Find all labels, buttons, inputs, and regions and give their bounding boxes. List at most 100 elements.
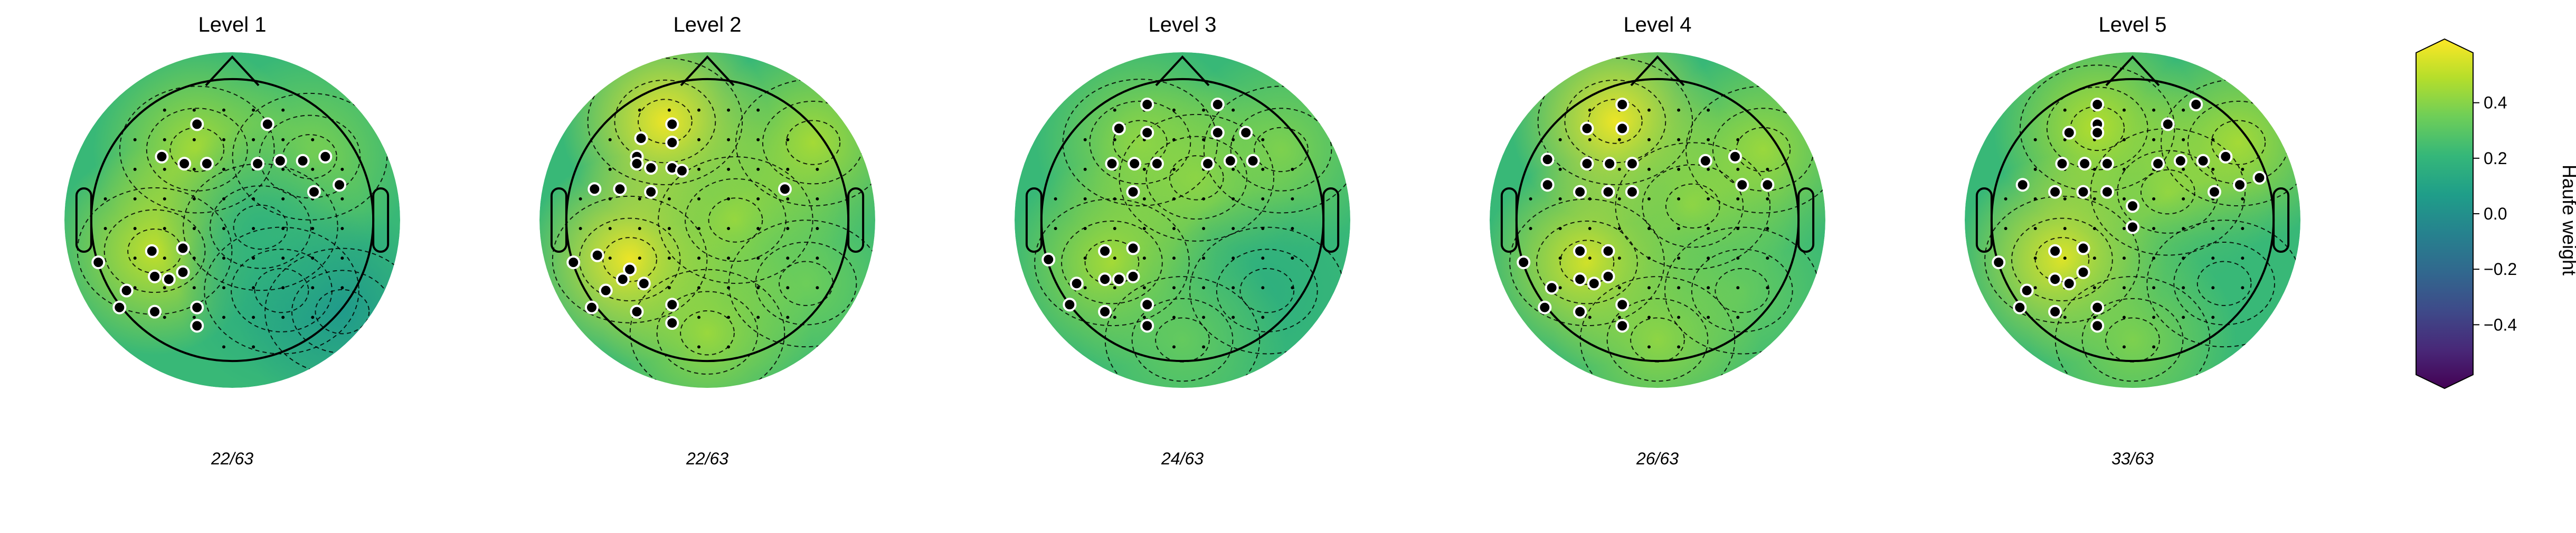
topomap-panel-3: Level 3 24/63 <box>1015 13 1350 468</box>
selected-sensor-marker <box>2100 157 2114 171</box>
sensor-dot <box>1529 197 1532 201</box>
contour-line <box>637 99 693 144</box>
selected-sensor-marker <box>1760 178 1775 192</box>
sensor-dot <box>1113 286 1116 290</box>
selected-sensor-marker <box>634 131 648 146</box>
sensor-dot <box>1172 316 1176 319</box>
contour-line <box>1536 220 1638 304</box>
sensor-dot <box>1588 197 1592 201</box>
sensor-dot <box>1558 286 1562 290</box>
selected-sensor-marker <box>630 304 644 319</box>
sensor-dot <box>2033 227 2037 231</box>
selected-sensor-marker <box>1573 244 1587 258</box>
contour-line <box>169 127 225 173</box>
sensor-dot <box>2152 345 2156 349</box>
contour-line <box>785 120 841 165</box>
topomap-panel-2: Level 2 22/63 <box>539 13 875 468</box>
right-ear-outline <box>2272 187 2290 253</box>
selected-sensor-marker <box>2076 241 2090 255</box>
sensor-dot <box>1202 316 1206 319</box>
selected-sensor-marker <box>1625 157 1639 171</box>
sensor-dot <box>311 167 315 171</box>
selected-sensor-marker <box>1603 157 1617 171</box>
selected-sensor-marker <box>112 300 127 315</box>
sensor-dot <box>2092 286 2096 290</box>
sensor-dot <box>2092 197 2096 201</box>
sensor-dot <box>1677 256 1681 260</box>
contour-line <box>2173 241 2276 326</box>
sensor-dot <box>1142 227 1146 231</box>
sensor-dot <box>1647 316 1651 319</box>
selected-sensor-marker <box>1063 298 1077 312</box>
sensor-dot <box>1707 286 1710 290</box>
selected-sensor-marker <box>2161 117 2175 131</box>
selected-sensor-marker <box>1601 244 1615 258</box>
contour-line <box>755 241 857 326</box>
selected-sensor-marker <box>665 136 679 150</box>
sensor-dot <box>1588 108 1592 112</box>
sensor-dot <box>786 286 790 290</box>
sensor-dot <box>1232 256 1235 260</box>
sensor-dot <box>1736 197 1740 201</box>
selected-sensor-marker <box>630 157 644 171</box>
selected-sensor-marker <box>2126 199 2139 213</box>
contour-line <box>2090 128 2246 256</box>
sensor-dot <box>1232 316 1235 319</box>
sensor-dot <box>1113 108 1116 112</box>
contour-line <box>614 79 716 164</box>
sensor-dot <box>1083 286 1087 290</box>
sensor-dot <box>756 286 760 290</box>
sensor-dot <box>222 197 225 201</box>
sensor-dot <box>2122 316 2126 319</box>
contour-line <box>1089 100 1191 185</box>
sensor-dot <box>1291 227 1294 231</box>
sensor-dot <box>1142 256 1146 260</box>
sensor-dot <box>727 197 731 201</box>
sensor-dot <box>2122 286 2126 290</box>
sensor-dot <box>1202 108 1206 112</box>
selected-sensor-marker <box>2196 154 2210 168</box>
selected-sensor-marker <box>1573 304 1587 319</box>
sensor-dot <box>638 197 641 201</box>
selected-sensor-marker <box>2048 244 2062 258</box>
contour-line <box>146 108 248 192</box>
sensor-dot <box>340 197 344 201</box>
sensor-dot <box>1202 345 1206 349</box>
panel-count-label-2: 22/63 <box>686 449 728 468</box>
sensor-dot <box>2063 316 2067 319</box>
contour-line <box>232 92 388 221</box>
sensor-dot <box>1617 167 1621 171</box>
sensor-dot <box>2182 227 2185 231</box>
sensor-dot <box>252 345 255 349</box>
sensor-dot <box>2241 167 2244 171</box>
contour-line <box>1587 99 1643 144</box>
sensor-dot <box>638 227 641 231</box>
contour-line <box>231 249 333 332</box>
sensor-dot <box>163 197 166 201</box>
selected-sensor-marker <box>1150 157 1164 171</box>
sensor-dot <box>2092 256 2096 260</box>
sensor-dot <box>2182 316 2185 319</box>
selected-sensor-marker <box>318 149 333 164</box>
selected-sensor-marker <box>2048 185 2062 199</box>
sensor-dot <box>608 256 612 260</box>
selected-sensor-marker <box>623 262 637 277</box>
sensor-dot <box>103 227 107 231</box>
sensor-dot <box>1647 345 1651 349</box>
topomap-field <box>1490 52 1825 388</box>
selected-sensor-marker <box>2252 170 2267 185</box>
sensor-dot <box>340 167 344 171</box>
colorbar-tick-label: −0.2 <box>2484 260 2517 279</box>
sensor-dot <box>311 316 315 319</box>
selected-sensor-marker <box>644 161 658 175</box>
sensor-dot <box>1202 256 1206 260</box>
selected-sensor-marker <box>665 117 679 131</box>
selected-sensor-marker <box>273 154 287 168</box>
contour-line <box>2011 217 2113 302</box>
selected-sensor-marker <box>1246 154 1260 168</box>
sensor-dot <box>1558 167 1562 171</box>
colorbar-tick-label: −0.4 <box>2484 315 2517 334</box>
sensor-dot <box>1647 227 1651 231</box>
sensor-dot <box>1083 197 1087 201</box>
sensor-dot <box>2211 138 2215 141</box>
